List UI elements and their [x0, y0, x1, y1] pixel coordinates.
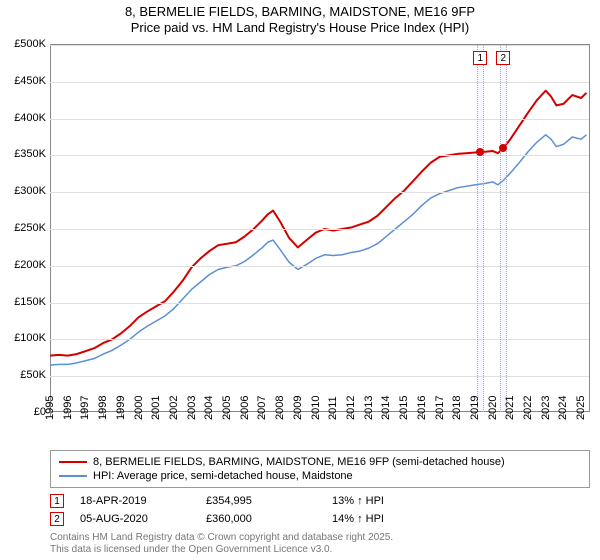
x-tick-label: 2008 — [274, 396, 286, 420]
y-tick-label: £50K — [20, 369, 46, 381]
x-tick-label: 2003 — [186, 396, 198, 420]
footer-note: Contains HM Land Registry data © Crown c… — [50, 532, 393, 556]
x-tick-label: 2009 — [292, 396, 304, 420]
sale-price: £354,995 — [206, 495, 316, 507]
y-tick-label: £250K — [14, 222, 46, 234]
x-tick-label: 2024 — [557, 396, 569, 420]
x-tick-label: 2023 — [540, 396, 552, 420]
x-tick-label: 2002 — [168, 396, 180, 420]
x-tick-label: 2016 — [416, 396, 428, 420]
gridline — [50, 192, 589, 193]
x-tick-label: 2020 — [487, 396, 499, 420]
y-tick-label: £100K — [14, 332, 46, 344]
sale-date: 18-APR-2019 — [80, 495, 190, 507]
sale-band — [477, 45, 484, 412]
sale-flag: 2 — [496, 51, 510, 65]
x-tick-label: 2004 — [203, 396, 215, 420]
sale-delta: 14% ↑ HPI — [332, 513, 590, 525]
x-tick-label: 2025 — [575, 396, 587, 420]
footer-line-1: Contains HM Land Registry data © Crown c… — [50, 532, 393, 544]
sale-band — [500, 45, 507, 412]
y-tick-label: £300K — [14, 185, 46, 197]
y-tick-label: £200K — [14, 259, 46, 271]
sale-date: 05-AUG-2020 — [80, 513, 190, 525]
sale-marker — [499, 144, 507, 152]
legend-label: HPI: Average price, semi-detached house,… — [93, 470, 353, 482]
x-tick-label: 2018 — [451, 396, 463, 420]
x-tick-label: 2000 — [133, 396, 145, 420]
x-tick-label: 2012 — [345, 396, 357, 420]
gridline — [50, 229, 589, 230]
x-tick-label: 2006 — [239, 396, 251, 420]
sale-marker — [476, 148, 484, 156]
chart-container: 8, BERMELIE FIELDS, BARMING, MAIDSTONE, … — [0, 0, 600, 560]
x-tick-label: 2010 — [310, 396, 322, 420]
y-tick-label: £400K — [14, 112, 46, 124]
x-tick-label: 1995 — [44, 396, 56, 420]
x-tick-label: 2014 — [380, 396, 392, 420]
x-tick-label: 2019 — [469, 396, 481, 420]
legend-label: 8, BERMELIE FIELDS, BARMING, MAIDSTONE, … — [93, 456, 505, 468]
gridline — [50, 339, 589, 340]
x-tick-label: 2015 — [398, 396, 410, 420]
x-tick-label: 1998 — [97, 396, 109, 420]
x-tick-label: 2007 — [256, 396, 268, 420]
x-tick-label: 2022 — [522, 396, 534, 420]
x-tick-label: 2011 — [327, 396, 339, 420]
y-tick-label: £150K — [14, 296, 46, 308]
x-tick-label: 2001 — [150, 396, 162, 420]
x-tick-label: 2005 — [221, 396, 233, 420]
gridline — [50, 119, 589, 120]
sale-flag: 1 — [473, 51, 487, 65]
sale-row: 2 05-AUG-2020 £360,000 14% ↑ HPI — [50, 510, 590, 528]
gridline — [50, 376, 589, 377]
x-tick-label: 2017 — [434, 396, 446, 420]
gridline — [50, 303, 589, 304]
sale-row-flag: 1 — [50, 494, 64, 508]
legend-row: 8, BERMELIE FIELDS, BARMING, MAIDSTONE, … — [59, 455, 581, 469]
x-tick-label: 1997 — [79, 396, 91, 420]
chart-title: 8, BERMELIE FIELDS, BARMING, MAIDSTONE, … — [0, 0, 600, 37]
sale-delta: 13% ↑ HPI — [332, 495, 590, 507]
y-tick-label: £500K — [14, 38, 46, 50]
gridline — [50, 155, 589, 156]
gridline — [50, 82, 589, 83]
x-tick-label: 1996 — [62, 396, 74, 420]
x-tick-label: 2013 — [363, 396, 375, 420]
sales-table: 1 18-APR-2019 £354,995 13% ↑ HPI 2 05-AUG-202… — [50, 492, 590, 528]
title-line-1: 8, BERMELIE FIELDS, BARMING, MAIDSTONE, … — [0, 4, 600, 20]
y-tick-label: £450K — [14, 75, 46, 87]
gridline — [50, 266, 589, 267]
y-tick-label: £350K — [14, 148, 46, 160]
legend-row: HPI: Average price, semi-detached house,… — [59, 469, 581, 483]
footer-line-2: This data is licensed under the Open Gov… — [50, 544, 393, 556]
gridline — [50, 45, 589, 46]
plot-area: 12 — [50, 44, 590, 412]
legend-swatch — [59, 461, 87, 463]
title-line-2: Price paid vs. HM Land Registry's House … — [0, 20, 600, 36]
sale-row: 1 18-APR-2019 £354,995 13% ↑ HPI — [50, 492, 590, 510]
sale-row-flag: 2 — [50, 512, 64, 526]
sale-price: £360,000 — [206, 513, 316, 525]
legend: 8, BERMELIE FIELDS, BARMING, MAIDSTONE, … — [50, 450, 590, 488]
legend-swatch — [59, 475, 87, 477]
x-tick-label: 1999 — [115, 396, 127, 420]
x-tick-label: 2021 — [504, 396, 516, 420]
